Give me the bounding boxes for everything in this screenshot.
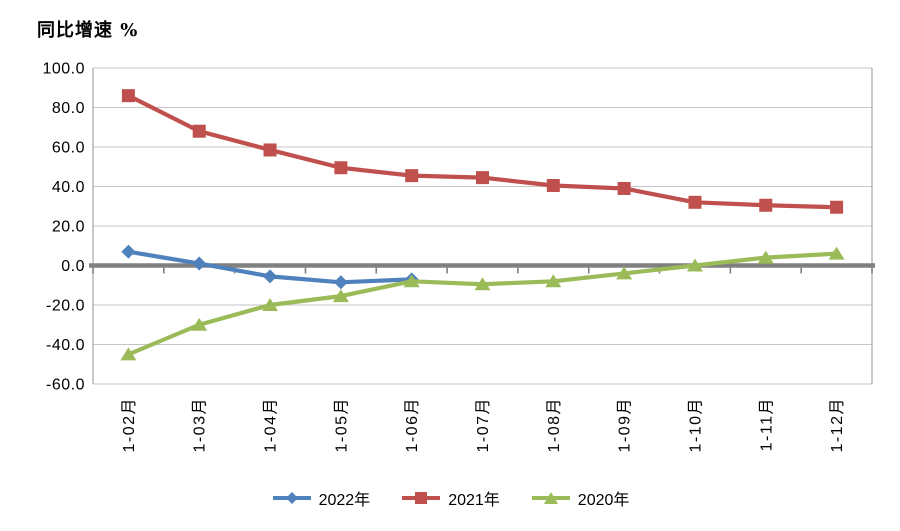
triangle-marker-icon — [757, 250, 774, 264]
x-axis-label: 1-08月 — [546, 397, 563, 453]
x-axis-label: 1-10月 — [687, 397, 704, 453]
x-axis-label: 1-04月 — [263, 397, 280, 453]
square-marker-icon — [192, 124, 206, 138]
series-2022年 — [121, 244, 419, 290]
triangle-marker-icon — [828, 246, 845, 260]
diamond-marker-icon — [333, 275, 348, 290]
square-marker-icon — [617, 181, 631, 195]
gridlines — [93, 67, 872, 385]
x-axis-label: 1-12月 — [829, 397, 846, 453]
legend-square-marker-icon — [402, 492, 441, 504]
diamond-marker-icon — [263, 269, 278, 284]
square-marker-icon — [121, 89, 135, 103]
legend-triangle-marker-icon — [531, 492, 570, 504]
square-marker-icon — [476, 171, 489, 185]
legend-item-2022: 2022年 — [271, 486, 371, 510]
y-axis-label: 0.0 — [61, 258, 85, 275]
triangle-marker-icon — [616, 266, 633, 280]
y-axis-label: -60.0 — [46, 377, 85, 394]
triangle-marker-icon — [332, 289, 349, 303]
x-axis-label: 1-06月 — [404, 397, 421, 453]
triangle-marker-icon — [191, 317, 208, 331]
y-axis-label: 40.0 — [52, 179, 85, 196]
y-axis-label: 60.0 — [52, 140, 85, 157]
chart-legend: 2022年 2021年 2020年 — [0, 483, 900, 513]
y-axis-label: -40.0 — [46, 337, 85, 354]
x-axis-label: 1-07月 — [475, 397, 492, 453]
square-marker-icon — [759, 198, 773, 212]
y-axis-label: 20.0 — [52, 219, 85, 236]
triangle-marker-icon — [120, 347, 137, 361]
square-marker-icon — [405, 169, 419, 183]
legend-diamond-marker-icon — [272, 492, 311, 504]
legend-label-2021: 2021年 — [448, 492, 500, 509]
y-axis-labels: 100.0 80.0 60.0 40.0 20.0 0.0 -20.0 -40.0 -60.0 — [42, 61, 85, 394]
legend-label-2020: 2020年 — [577, 492, 630, 509]
square-marker-icon — [688, 195, 702, 209]
x-axis-label: 1-03月 — [192, 397, 209, 453]
triangle-marker-icon — [403, 274, 420, 288]
series-2020年 — [120, 246, 845, 361]
chart-title: 同比增速 % — [37, 20, 139, 41]
y-axis-label: 100.0 — [42, 61, 85, 78]
triangle-marker-icon — [545, 274, 562, 288]
y-axis-label: 80.0 — [52, 100, 85, 117]
legend-item-2020: 2020年 — [530, 486, 630, 510]
square-marker-icon — [830, 200, 844, 214]
series-line — [126, 93, 839, 210]
triangle-marker-icon — [262, 298, 279, 311]
chart-plot-area: 100.080.060.040.020.00.0-20.0-40.0-60.01… — [42, 61, 875, 453]
diamond-marker-icon — [192, 256, 207, 271]
x-axis-label: 1-02月 — [121, 397, 138, 453]
y-axis-label: -20.0 — [46, 298, 85, 315]
legend-item-2021: 2021年 — [400, 486, 500, 510]
square-marker-icon — [546, 179, 560, 193]
triangle-marker-icon — [686, 258, 703, 272]
x-axis-label: 1-05月 — [333, 397, 350, 453]
series-2021年 — [121, 89, 844, 214]
square-marker-icon — [334, 161, 348, 175]
legend-label-2022: 2022年 — [318, 492, 371, 509]
x-axis-label: 1-11月 — [758, 397, 775, 451]
triangle-marker-icon — [474, 277, 491, 291]
x-axis-labels: 1-02月 1-03月 1-04月 1-05月 1-06月 1-07月 1-08月 1-09月… — [121, 397, 846, 453]
square-marker-icon — [263, 143, 277, 157]
x-axis-label: 1-09月 — [617, 397, 634, 453]
x-axis-ticks — [92, 266, 873, 274]
diamond-marker-icon — [121, 244, 136, 259]
